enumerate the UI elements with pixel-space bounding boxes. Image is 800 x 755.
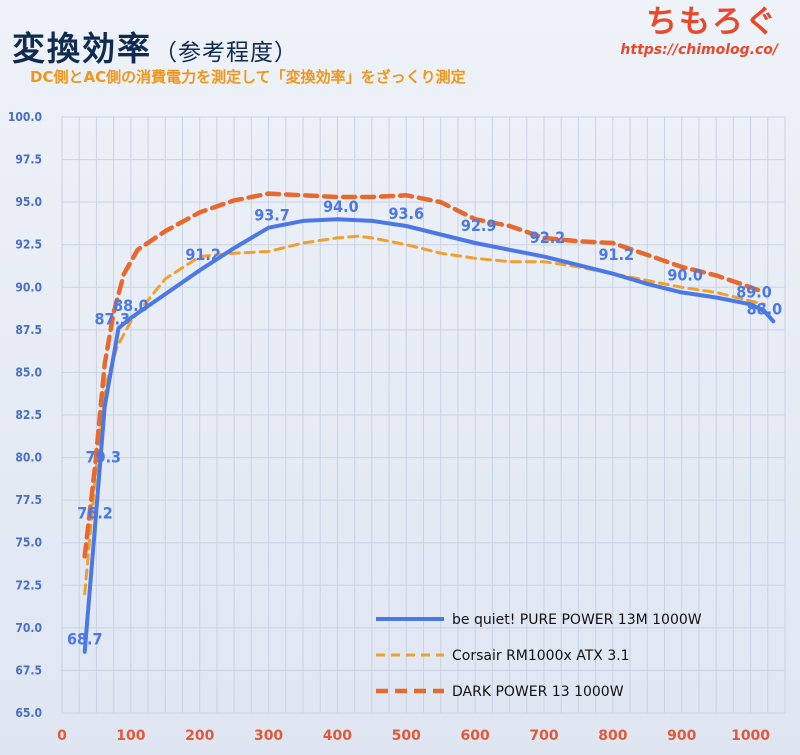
data-label: 89.0: [736, 282, 772, 301]
data-label: 91.2: [185, 245, 221, 264]
x-tick-label: 0: [57, 728, 67, 744]
x-tick-label: 200: [185, 728, 214, 744]
x-tick-label: 700: [529, 728, 558, 744]
data-label: 87.3: [95, 310, 131, 329]
x-tick-label: 500: [392, 728, 421, 744]
series-line-1: [82, 217, 776, 654]
page-title: 変換効率（参考程度）: [12, 22, 298, 70]
x-axis-ticks: 0 100 200 300 400 500 600 700 800 900 1000: [57, 728, 770, 744]
y-tick-label: 80.0: [15, 451, 42, 465]
y-tick-label: 70.0: [15, 621, 42, 635]
series-lines: [82, 191, 776, 654]
series-line-2: [83, 234, 766, 596]
y-tick-label: 65.0: [15, 706, 42, 720]
data-label: 79.3: [86, 447, 122, 466]
legend: be quiet! PURE POWER 13M 1000W Corsair RM…: [376, 612, 702, 700]
legend-entry: Corsair RM1000x ATX 3.1: [452, 648, 630, 664]
page-subtitle: DC側とAC側の消費電力を測定して「変換効率」をざっくり測定: [30, 68, 466, 86]
data-labels: 68.776.279.387.388.091.293.7 94.0 93.692.9…: [67, 197, 782, 649]
y-tick-label: 87.5: [15, 323, 42, 337]
data-label: 68.7: [67, 630, 103, 649]
y-tick-label: 90.0: [15, 280, 42, 294]
y-tick-label: 67.5: [15, 663, 42, 677]
y-tick-label: 100.0: [8, 110, 42, 124]
y-tick-label: 82.5: [15, 408, 42, 422]
x-tick-label: 900: [667, 728, 696, 744]
series-line-3: [82, 191, 767, 559]
data-label: 94.0: [323, 197, 359, 216]
title-suffix: （参考程度）: [154, 40, 298, 66]
data-label: 93.6: [389, 204, 425, 223]
brand-logo: ちもろぐ: [646, 4, 778, 40]
data-label: 93.7: [254, 206, 290, 225]
legend-entry: be quiet! PURE POWER 13M 1000W: [452, 612, 702, 628]
y-tick-label: 92.5: [15, 238, 42, 252]
x-tick-label: 800: [598, 728, 627, 744]
brand-block: ちもろぐ https://chimolog.co/: [620, 2, 778, 58]
y-axis-ticks: 65.0 67.5 70.0 72.5 75.0 77.5 80.0 82.5 85.0 87.5…: [8, 110, 42, 720]
data-label: 76.2: [77, 504, 113, 523]
title-main: 変換効率: [12, 29, 152, 68]
data-label: 92.9: [461, 216, 497, 235]
brand-url: https://chimolog.co/: [620, 42, 778, 58]
data-label: 88.0: [113, 296, 149, 315]
x-tick-label: 400: [323, 728, 352, 744]
y-tick-label: 95.0: [15, 195, 42, 209]
y-tick-label: 72.5: [15, 578, 42, 592]
data-label: 90.0: [667, 265, 703, 284]
y-tick-label: 85.0: [15, 365, 42, 379]
y-tick-label: 75.0: [15, 536, 42, 550]
y-tick-label: 97.5: [15, 153, 42, 167]
x-tick-label: 1000: [731, 728, 770, 744]
legend-entry: DARK POWER 13 1000W: [452, 684, 624, 700]
x-tick-label: 100: [116, 728, 145, 744]
data-label: 88.0: [747, 299, 783, 318]
grid-lines: [61, 116, 786, 714]
x-tick-label: 300: [254, 728, 283, 744]
x-tick-label: 600: [461, 728, 490, 744]
y-tick-label: 77.5: [15, 493, 42, 507]
data-label: 92.2: [530, 228, 566, 247]
data-label: 91.2: [599, 245, 635, 264]
